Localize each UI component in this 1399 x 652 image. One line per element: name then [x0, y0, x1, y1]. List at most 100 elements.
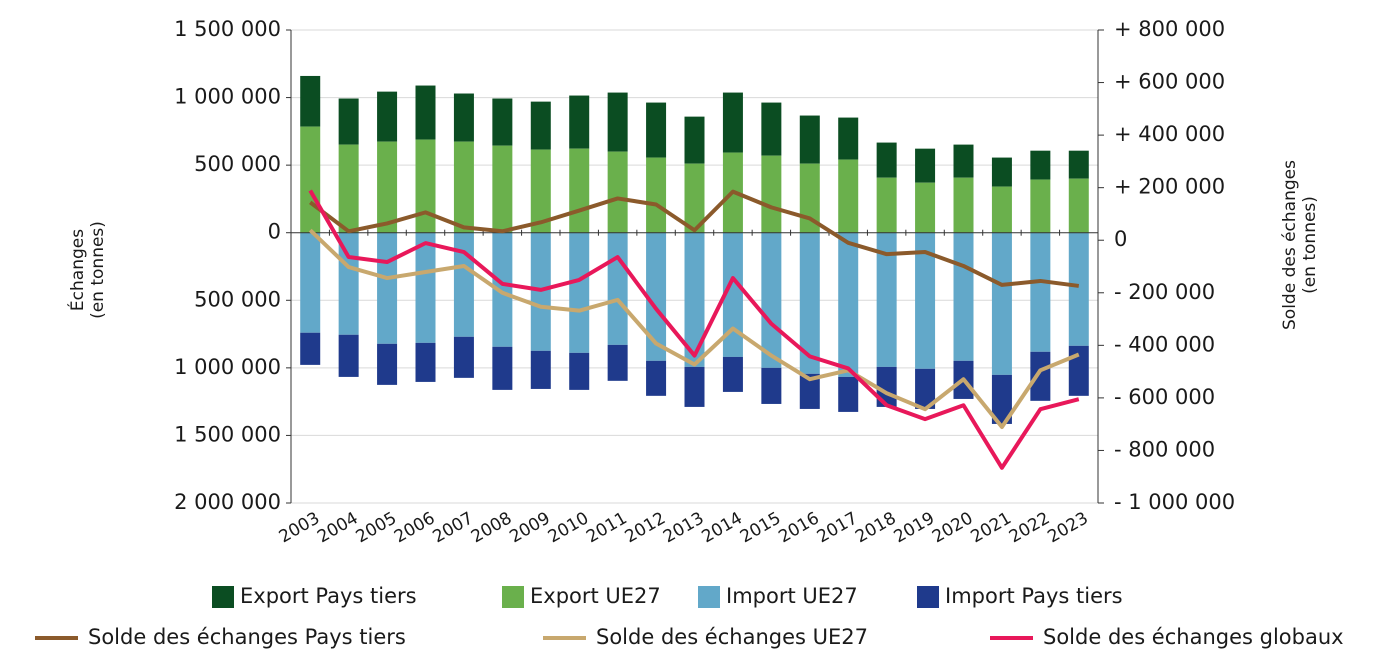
bar — [915, 182, 936, 233]
bar — [569, 95, 590, 149]
bar — [991, 186, 1012, 233]
bar — [876, 142, 897, 178]
bar — [492, 232, 513, 347]
legend-swatch — [698, 586, 720, 608]
legend-label: Solde des échanges Pays tiers — [88, 625, 406, 649]
legend-swatch — [502, 586, 524, 608]
bar — [453, 336, 474, 378]
bar — [876, 177, 897, 233]
bar — [377, 343, 398, 385]
bar — [300, 75, 321, 127]
bar — [799, 373, 820, 409]
bar — [876, 232, 897, 367]
bar — [1030, 232, 1051, 352]
bar — [684, 163, 705, 233]
bar — [761, 367, 782, 404]
bar — [684, 232, 705, 367]
bar — [838, 232, 859, 377]
bar — [646, 360, 667, 396]
bar — [799, 232, 820, 374]
bar — [684, 366, 705, 407]
legend-swatch — [212, 586, 234, 608]
legend-label: Solde des échanges UE27 — [596, 625, 868, 649]
bar — [953, 144, 974, 178]
y-axis-label-line: (en tonnes) — [88, 221, 108, 319]
bar — [377, 141, 398, 233]
y2-axis-label: Solde des échanges(en tonnes) — [1280, 160, 1320, 330]
bar — [838, 159, 859, 233]
legend-label: Import UE27 — [726, 584, 858, 608]
bar — [377, 91, 398, 142]
legend-swatch — [917, 586, 939, 608]
bar — [607, 92, 628, 152]
bar — [530, 101, 551, 150]
bar — [569, 148, 590, 233]
bar — [415, 139, 436, 233]
line — [308, 189, 1080, 470]
bar — [492, 346, 513, 390]
y-axis-label-line: Échanges — [66, 229, 88, 311]
bar — [761, 102, 782, 156]
bar — [953, 232, 974, 361]
y-tick-label: 1 000 000 — [174, 85, 281, 109]
bar — [607, 151, 628, 233]
bar — [300, 126, 321, 233]
y2-axis-label-line: (en tonnes) — [1300, 196, 1320, 294]
bar — [761, 232, 782, 368]
bar — [607, 232, 628, 345]
line — [308, 228, 1080, 430]
bar — [761, 155, 782, 233]
legend-label: Import Pays tiers — [945, 584, 1123, 608]
legend-label: Solde des échanges globaux — [1043, 625, 1344, 649]
bar — [415, 85, 436, 140]
y-tick-label: 500 000 — [194, 152, 281, 176]
y2-tick-label: - 400 000 — [1114, 332, 1215, 356]
bar — [1030, 351, 1051, 401]
bar — [1030, 150, 1051, 180]
y2-tick-label: 0 — [1114, 227, 1127, 251]
bar — [453, 141, 474, 233]
line — [309, 189, 1080, 288]
bar — [338, 334, 359, 377]
bar — [1030, 179, 1051, 233]
bar — [684, 116, 705, 164]
bar — [607, 344, 628, 381]
y-tick-label: 1 500 000 — [174, 17, 281, 41]
y-tick-label: 1 000 000 — [174, 355, 281, 379]
bar — [646, 232, 667, 361]
y-tick-label: 2 000 000 — [174, 490, 281, 514]
bar — [300, 232, 321, 333]
bar — [799, 115, 820, 164]
y2-axis-label-line: Solde des échanges — [1280, 160, 1300, 330]
bar — [300, 332, 321, 365]
bar — [915, 232, 936, 369]
y-tick-label: 1 500 000 — [174, 422, 281, 446]
y2-tick-label: + 200 000 — [1114, 175, 1225, 199]
y2-tick-label: + 400 000 — [1114, 122, 1225, 146]
bar — [722, 356, 743, 392]
bar — [453, 93, 474, 142]
legend-label: Export UE27 — [530, 584, 661, 608]
bar — [722, 232, 743, 357]
bar — [569, 232, 590, 353]
bar — [453, 232, 474, 337]
bar — [991, 157, 1012, 187]
bar — [646, 102, 667, 158]
bar — [1068, 178, 1089, 233]
y2-tick-label: - 600 000 — [1114, 385, 1215, 409]
bar — [338, 144, 359, 233]
bar — [492, 98, 513, 146]
y2-tick-label: + 600 000 — [1114, 70, 1225, 94]
bar — [838, 376, 859, 412]
x-tick-label: 2023 — [1044, 508, 1091, 547]
bar — [569, 352, 590, 390]
bar — [530, 149, 551, 233]
y2-tick-label: + 800 000 — [1114, 17, 1225, 41]
bar — [915, 148, 936, 183]
y2-tick-label: - 1 000 000 — [1114, 490, 1235, 514]
bar — [722, 92, 743, 153]
bar — [991, 374, 1012, 424]
y-axis-label: Échanges(en tonnes) — [66, 221, 108, 319]
bar — [377, 232, 398, 344]
bar — [953, 177, 974, 233]
